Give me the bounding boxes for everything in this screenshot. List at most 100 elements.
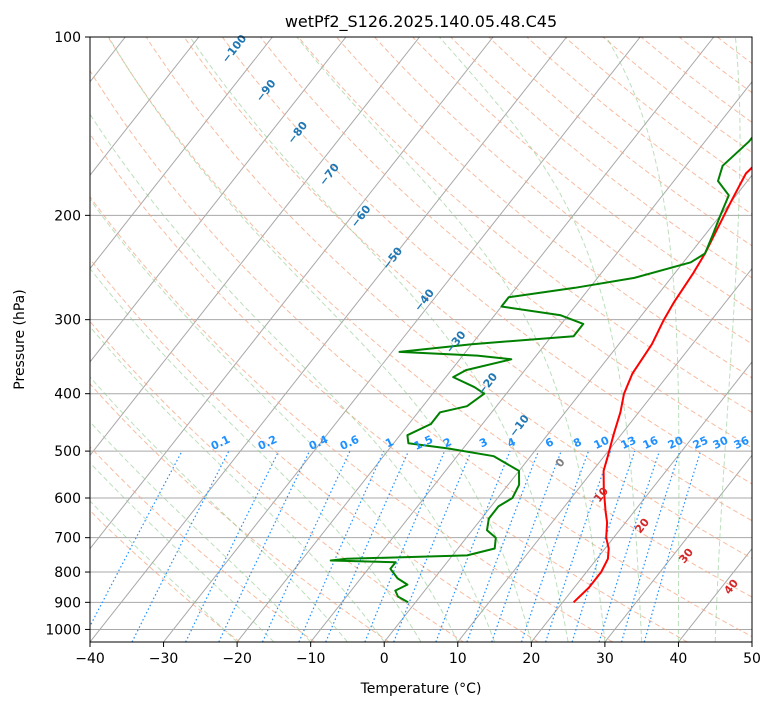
- moist-adiabat-label: 30: [676, 546, 696, 566]
- isotherm-line: [90, 37, 273, 270]
- mixing-ratio-line: [90, 450, 183, 628]
- moist-adiabat-line: [90, 376, 348, 642]
- dry-adiabat-line: [90, 509, 241, 642]
- x-tick-label: 40: [670, 651, 688, 667]
- mixing-ratio-label: 8: [571, 435, 583, 450]
- x-tick-label: 30: [596, 651, 614, 667]
- dry-adiabat-label: −50: [380, 244, 406, 272]
- mixing-ratio-label: 36: [732, 434, 752, 452]
- x-tick-label: 20: [522, 651, 540, 667]
- mixing-ratio-label: 25: [691, 434, 710, 452]
- x-tick-label: 10: [449, 651, 467, 667]
- y-axis: 100 200 300 400 500 600 700 800 900 1000: [45, 30, 90, 638]
- dry-adiabat-label: −60: [348, 202, 374, 230]
- y-tick-label: 200: [54, 208, 81, 224]
- dry-adiabat-line: [374, 37, 752, 345]
- reference-line-labels: −100−90−80−70−60−50−40−30−20−10010203040…: [209, 32, 752, 597]
- x-axis: −40 −30 −20 −10 0 10 20 30 40 50: [75, 642, 761, 667]
- isotherm-line: [236, 37, 715, 642]
- mixing-ratio-label: 0.2: [256, 433, 279, 453]
- y-tick-label: 700: [54, 531, 81, 547]
- dry-adiabat-line: [90, 258, 539, 642]
- dry-adiabat-line: [488, 37, 752, 247]
- dewpoint-profile-line: [329, 136, 752, 604]
- dry-adiabat-line: [755, 37, 775, 642]
- mixing-ratio-line: [466, 450, 540, 642]
- y-tick-label: 600: [54, 491, 81, 507]
- mixing-ratio-line: [298, 450, 385, 642]
- mixing-ratio-line: [185, 450, 280, 642]
- mixing-ratio-line: [621, 450, 681, 642]
- isotherm-line: [678, 547, 752, 642]
- moist-adiabat-line: [90, 325, 385, 642]
- mixing-ratio-label: 30: [711, 434, 731, 452]
- dry-adiabat-line: [260, 37, 752, 449]
- mixing-ratio-label: 16: [641, 434, 661, 452]
- mixing-ratio-label: 10: [592, 434, 612, 452]
- isotherm-line: [383, 174, 752, 642]
- isotherm-line: [90, 37, 347, 363]
- moist-adiabat-line: [714, 37, 741, 642]
- mixing-ratio-label: 0.6: [338, 433, 361, 453]
- isotherm-line: [90, 37, 420, 457]
- y-tick-label: 400: [54, 387, 81, 403]
- dry-adiabat-line: [107, 37, 752, 598]
- isotherm-line: [530, 361, 752, 642]
- isotherm-line: [90, 37, 494, 550]
- mixing-ratio-label: 0.4: [307, 433, 330, 453]
- moist-adiabat-label: 20: [632, 516, 652, 536]
- y-tick-label: 900: [54, 595, 81, 611]
- y-tick-label: 100: [54, 30, 81, 46]
- dry-adiabat-line: [412, 37, 752, 312]
- isotherm-line: [457, 267, 752, 642]
- dry-adiabat-line: [90, 69, 752, 638]
- moist-adiabat-line: [438, 37, 643, 642]
- mixing-ratio-line: [393, 450, 472, 642]
- x-tick-label: 0: [380, 651, 389, 667]
- temperature-profile-line: [572, 166, 752, 604]
- dry-adiabat-label: −70: [317, 161, 343, 189]
- isotherm-line: [90, 37, 568, 642]
- dry-adiabat-label: −80: [285, 119, 311, 147]
- isotherm-line: [751, 641, 752, 642]
- mixing-ratio-line: [598, 450, 660, 642]
- mixing-ratio-line: [325, 450, 410, 642]
- mixing-ratio-label: 0.1: [209, 433, 232, 453]
- mixing-ratio-label: 1.5: [412, 433, 435, 453]
- dry-adiabat-line: [90, 446, 315, 642]
- mixing-ratio-line: [435, 450, 511, 642]
- dry-adiabat-line: [90, 195, 613, 642]
- mixing-ratio-label: 3: [477, 435, 489, 450]
- dry-adiabat-line: [90, 320, 464, 642]
- dry-adiabat-line: [716, 37, 752, 65]
- y-tick-label: 1000: [45, 622, 81, 638]
- y-tick-label: 500: [54, 444, 81, 460]
- dry-adiabat-line: [336, 37, 752, 379]
- mixing-ratio-line: [131, 450, 230, 642]
- x-tick-label: −20: [222, 651, 252, 667]
- dry-adiabat-line: [678, 37, 752, 94]
- moist-adiabat-line: [189, 37, 569, 642]
- moist-adiabat-line: [108, 37, 532, 642]
- isotherm-line: [310, 81, 752, 642]
- mixing-ratio-label: 13: [619, 434, 638, 452]
- dry-adiabat-line: [640, 37, 752, 124]
- isotherm-line: [604, 454, 752, 642]
- moist-adiabat-line: [605, 37, 680, 642]
- x-axis-label: Temperature (°C): [360, 681, 482, 697]
- moist-adiabat-line: [90, 113, 496, 642]
- moist-adiabat-label: 10: [591, 485, 611, 505]
- dry-adiabat-label: −90: [253, 77, 279, 105]
- dry-adiabat-line: [564, 37, 752, 184]
- moist-adiabat-label: 40: [721, 577, 741, 597]
- mixing-ratio-line: [520, 450, 590, 642]
- dry-adiabat-label: −30: [443, 328, 469, 356]
- moist-adiabat-line: [90, 462, 275, 642]
- y-tick-label: 300: [54, 313, 81, 329]
- dry-adiabat-line: [90, 133, 688, 642]
- data-series: [329, 136, 752, 604]
- mixing-ratio-line: [364, 450, 446, 642]
- y-axis-label: Pressure (hPa): [12, 289, 28, 389]
- mixing-ratio-line: [545, 450, 612, 642]
